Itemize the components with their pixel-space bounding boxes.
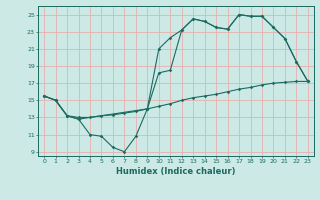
X-axis label: Humidex (Indice chaleur): Humidex (Indice chaleur) <box>116 167 236 176</box>
